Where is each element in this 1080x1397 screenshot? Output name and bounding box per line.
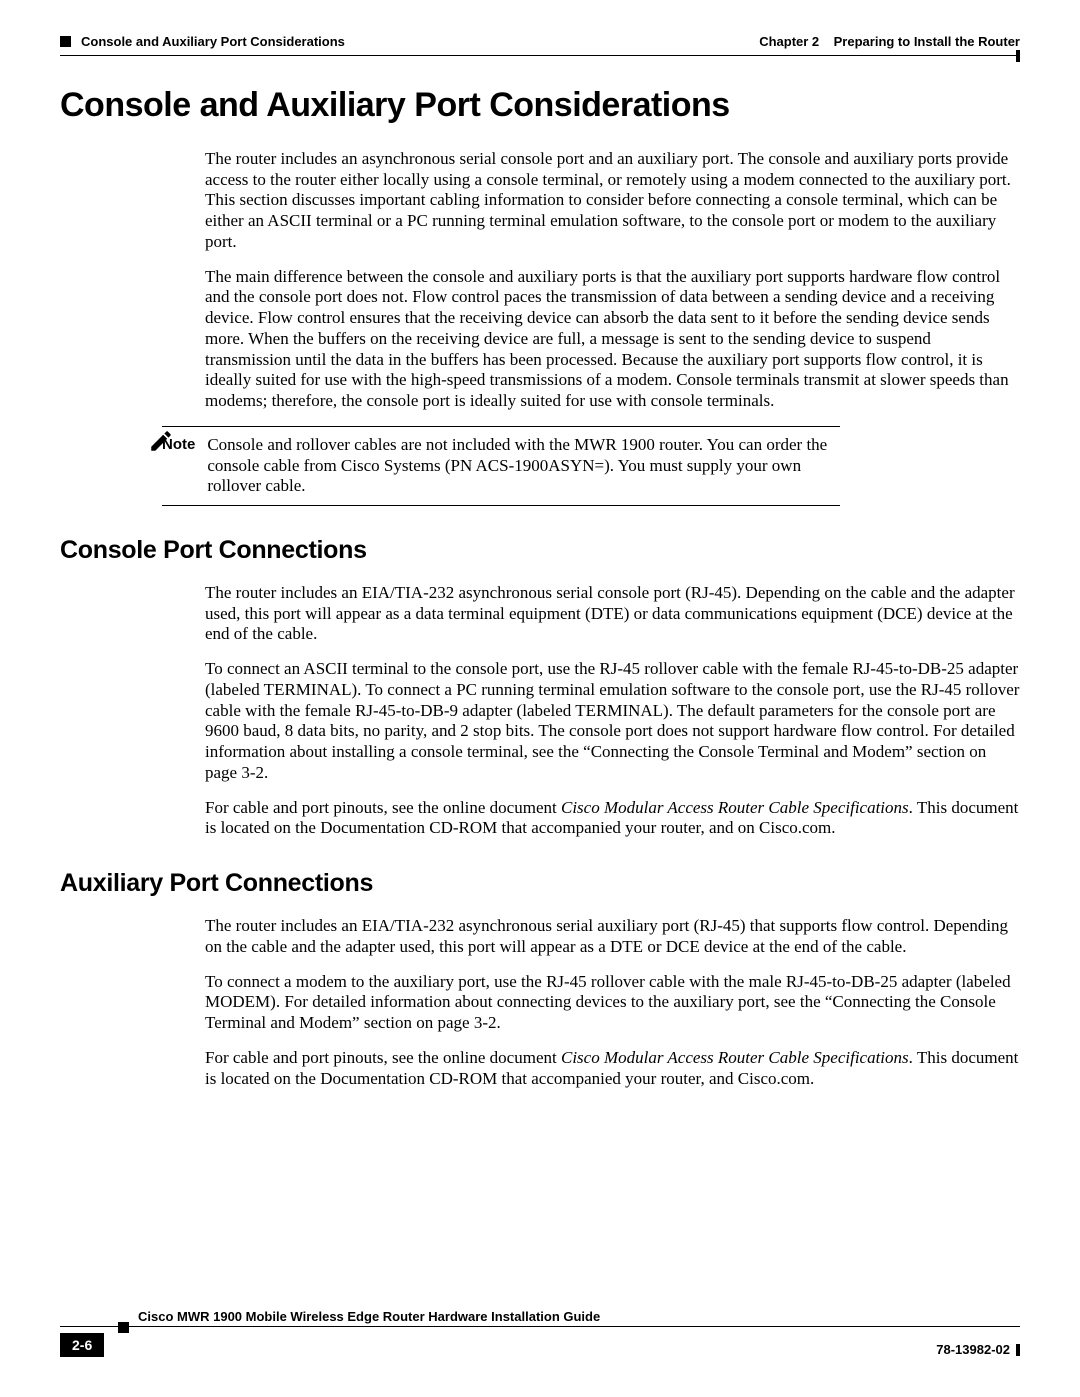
intro-block: The router includes an asynchronous seri…: [205, 149, 1020, 412]
aux-para-3: For cable and port pinouts, see the onli…: [205, 1048, 1020, 1089]
console-block: The router includes an EIA/TIA-232 async…: [205, 583, 1020, 839]
header-chapter-ref: Chapter 2 Preparing to Install the Route…: [759, 34, 1020, 49]
note-content: Console and rollover cables are not incl…: [207, 435, 840, 497]
intro-para-2: The main difference between the console …: [205, 267, 1020, 412]
aux-para-2: To connect a modem to the auxiliary port…: [205, 972, 1020, 1034]
note-body: Note Console and rollover cables are not…: [162, 426, 840, 506]
document-page: Console and Auxiliary Port Consideration…: [0, 0, 1080, 1397]
note-label: Note: [162, 435, 195, 497]
chapter-label: Chapter 2: [759, 34, 819, 49]
console-para-1: The router includes an EIA/TIA-232 async…: [205, 583, 1020, 645]
aux-p3-a: For cable and port pinouts, see the onli…: [205, 1048, 561, 1067]
page-footer: Cisco MWR 1900 Mobile Wireless Edge Rout…: [60, 1309, 1020, 1357]
console-p3-a: For cable and port pinouts, see the onli…: [205, 798, 561, 817]
doc-number: 78-13982-02: [936, 1342, 1010, 1357]
footer-row: 2-6 78-13982-02: [60, 1333, 1020, 1357]
note-text-row: Note Console and rollover cables are not…: [162, 427, 840, 505]
header-section-title: Console and Auxiliary Port Consideration…: [81, 34, 345, 49]
footer-rule: [60, 1326, 1020, 1327]
running-header: Console and Auxiliary Port Consideration…: [60, 34, 1020, 49]
console-para-2: To connect an ASCII terminal to the cons…: [205, 659, 1020, 783]
console-heading: Console Port Connections: [60, 536, 1020, 565]
chapter-title: Preparing to Install the Router: [834, 34, 1020, 49]
page-title: Console and Auxiliary Port Consideration…: [60, 86, 1020, 125]
header-left: Console and Auxiliary Port Consideration…: [60, 34, 345, 49]
note-callout: Note Console and rollover cables are not…: [60, 426, 1020, 506]
header-square-icon: [60, 36, 71, 47]
footer-tick-icon: [1016, 1344, 1020, 1356]
intro-para-1: The router includes an asynchronous seri…: [205, 149, 1020, 253]
aux-block: The router includes an EIA/TIA-232 async…: [205, 916, 1020, 1089]
page-number-badge: 2-6: [60, 1333, 104, 1357]
console-para-3: For cable and port pinouts, see the onli…: [205, 798, 1020, 839]
footer-right: 78-13982-02: [936, 1342, 1020, 1357]
footer-guide-title: Cisco MWR 1900 Mobile Wireless Edge Rout…: [138, 1309, 600, 1324]
note-pencil-icon: [60, 426, 148, 459]
aux-heading: Auxiliary Port Connections: [60, 869, 1020, 898]
footer-left: 2-6: [60, 1333, 104, 1357]
note-rule-bottom: [162, 505, 840, 506]
header-rule: [60, 55, 1020, 56]
console-p3-italic: Cisco Modular Access Router Cable Specif…: [561, 798, 909, 817]
aux-para-1: The router includes an EIA/TIA-232 async…: [205, 916, 1020, 957]
aux-p3-italic: Cisco Modular Access Router Cable Specif…: [561, 1048, 909, 1067]
